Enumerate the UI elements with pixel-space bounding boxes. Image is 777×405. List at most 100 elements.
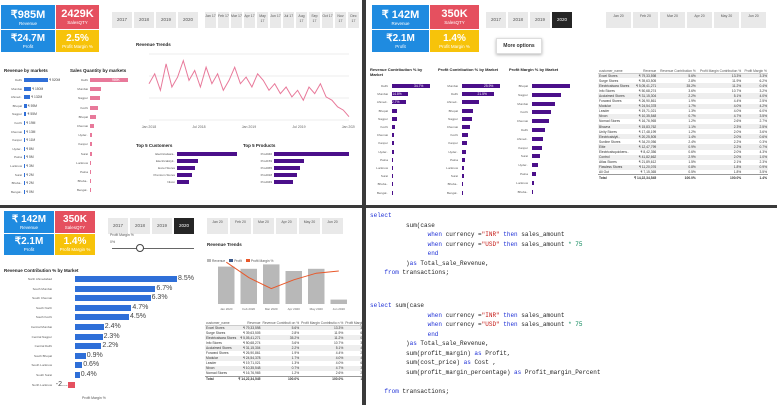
month-button[interactable]: May 20: [714, 12, 739, 28]
bar-value: -2...: [55, 380, 68, 388]
table-row[interactable]: Atlas Stores ₹ 21,89,612 1.5% 2.1% 2.3%: [598, 160, 768, 165]
bar-label: Bhopal: [12, 103, 22, 108]
bar-label: Surat: [14, 172, 22, 177]
month-button[interactable]: Feb 20: [633, 12, 658, 28]
year-button-2019[interactable]: 2019: [530, 12, 550, 28]
month-button[interactable]: Jun 20: [741, 12, 766, 28]
month-button[interactable]: Sep 17: [309, 12, 320, 28]
year-button-2018[interactable]: 2018: [130, 218, 150, 234]
column-header[interactable]: Profit Margin Contributio n %: [300, 320, 345, 326]
code-line: from transactions;: [370, 270, 582, 280]
table-cell: 2.7%: [759, 119, 767, 124]
table-cell: ₹ 10,35,548: [237, 365, 262, 371]
month-button[interactable]: Mar 20: [660, 12, 685, 28]
month-button[interactable]: Mar 20: [253, 218, 274, 234]
month-button[interactable]: May 20: [299, 218, 320, 234]
table-row[interactable]: Sunline Stores ₹ 34,20,056 2.4% 2.2% 0.3%: [598, 139, 768, 144]
column-header[interactable]: Profit Margin Contribution %: [696, 68, 743, 74]
year-button-2018[interactable]: 2018: [134, 12, 154, 28]
table-cell: 2.6%: [335, 371, 344, 376]
month-button[interactable]: Dec 17: [348, 12, 359, 28]
month-button[interactable]: May 17: [257, 12, 268, 28]
table-row[interactable]: Electricalsara Stores ₹ 5,05,41,271 35.2% 1…: [205, 335, 362, 341]
column-header[interactable]: customer_name: [205, 320, 238, 326]
table-row[interactable]: Bhavna ₹ 15,83,762 1.1% 2.3% 2.5%: [598, 124, 768, 130]
year-button-2020[interactable]: 2020: [174, 218, 194, 234]
code-line: when currency ="USD" then sales_amount *…: [370, 322, 600, 332]
kpi-revenue-value: ₹ 142M: [381, 9, 420, 21]
year-button-2019[interactable]: 2019: [152, 218, 172, 234]
month-button[interactable]: Oct 17: [322, 12, 333, 28]
column-header[interactable]: customer_name: [598, 68, 632, 74]
year-button-2018[interactable]: 2018: [508, 12, 528, 28]
table-cell: 6.0%: [344, 361, 362, 366]
column-header[interactable]: Profit Margin %: [742, 68, 768, 74]
year-button-2020[interactable]: 2020: [178, 12, 198, 28]
column-header[interactable]: Revenue: [237, 320, 262, 326]
table-cell: 1.0%: [742, 154, 768, 160]
month-button[interactable]: Aug 17: [296, 12, 307, 28]
bar-label: Ahmed..: [516, 136, 528, 141]
month-button[interactable]: Jun 20: [322, 218, 343, 234]
month-button[interactable]: Apr 17: [244, 12, 255, 28]
month-button[interactable]: Jan 17: [205, 12, 216, 28]
month-button[interactable]: Jan 20: [207, 218, 228, 234]
year-button-2020[interactable]: 2020: [552, 12, 572, 28]
margin-slider-handle[interactable]: [136, 244, 144, 252]
table-row[interactable]: Flawless Stores ₹ 11,20,076 0.8% 1.8% 0.9%: [598, 164, 768, 170]
bar-label: Kanpur: [78, 142, 88, 147]
sql-text: sum(profit_margin_percentage): [370, 368, 515, 376]
month-button[interactable]: Jan 20: [606, 12, 631, 28]
month-button[interactable]: Nov 17: [335, 12, 346, 28]
column-header[interactable]: Revenue Contributi on %: [261, 320, 301, 326]
table-row[interactable]: Unity Stores ₹ 17,48,199 1.2% 2.0% 3.6%: [598, 129, 768, 134]
month-button[interactable]: Feb 20: [230, 218, 251, 234]
table-row[interactable]: Elite ₹ 12,47,799 0.9% 2.2% 0.7%: [598, 144, 768, 150]
month-button[interactable]: Jul 17: [283, 12, 294, 28]
table-row[interactable]: Electricalsquickens.. ₹ 8,42,356 0.6% 2.0% 4…: [598, 150, 768, 155]
revenue-trends-title: Revenue Trends: [207, 242, 242, 247]
table-row[interactable]: Electricalsara Stores ₹ 5,05,41,271 35.2% 1…: [598, 83, 768, 89]
bar: [392, 174, 393, 179]
month-button[interactable]: Feb 17: [218, 12, 229, 28]
month-button[interactable]: Apr 20: [276, 218, 297, 234]
table-cell: Nomad Stores: [599, 119, 621, 124]
table-cell: Excel Stores: [598, 73, 632, 79]
year-button-2017[interactable]: 2017: [486, 12, 506, 28]
year-button-2019[interactable]: 2019: [156, 12, 176, 28]
column-header[interactable]: Profit Margin %: [344, 320, 362, 326]
month-button[interactable]: Apr 20: [687, 12, 712, 28]
month-button[interactable]: Mar 17: [231, 12, 242, 28]
table-row[interactable]: Control ₹ 41,82,662 2.9% 2.0% 1.0%: [598, 154, 768, 160]
sql-editor[interactable]: select sum(case when currency ="INR" the…: [366, 208, 777, 405]
bar-label: Surat: [80, 151, 88, 156]
kpi-revenue-card: ₹ 142M Revenue: [372, 5, 429, 29]
column-header[interactable]: Revenue Contribution %: [657, 68, 697, 74]
bar: [392, 182, 393, 187]
month-button[interactable]: Jun 17: [270, 12, 281, 28]
year-button-2017[interactable]: 2017: [108, 218, 128, 234]
bar-label: Kanpur: [378, 141, 388, 146]
table-row[interactable]: Ali Out ₹ 7,15,365 0.5% 1.8% 3.5%: [598, 170, 768, 175]
year-button-2017[interactable]: 2017: [112, 12, 132, 28]
table-row[interactable]: Electricalslyti.. ₹ 20,25,505 1.4% 2.0% 0.6%: [598, 134, 768, 140]
column-header[interactable]: Revenue: [631, 68, 658, 74]
